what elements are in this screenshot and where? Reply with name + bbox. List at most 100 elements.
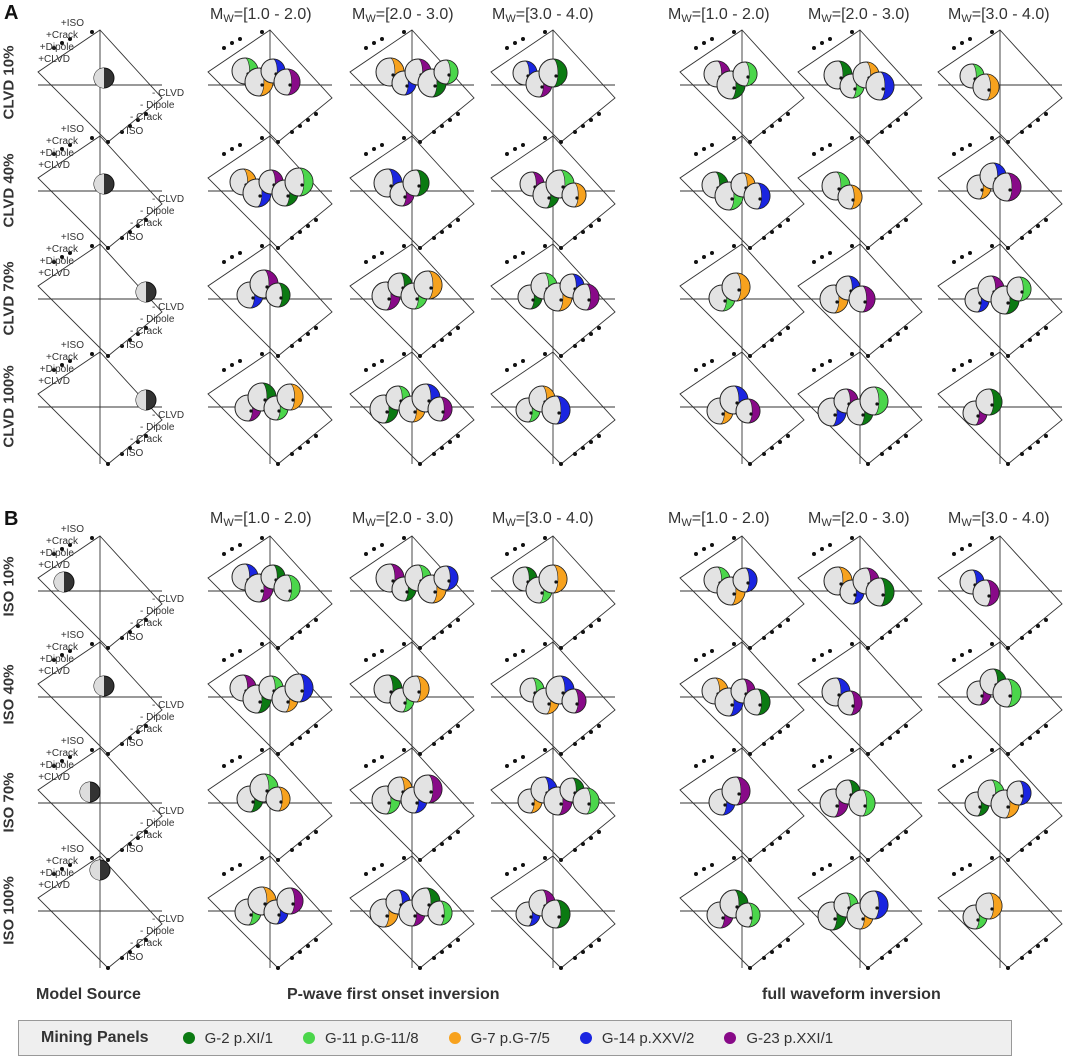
model-axis-label: +ISO [61,124,84,135]
reference-point [694,872,698,876]
reference-point [52,152,56,156]
reference-point [952,872,956,876]
reference-point [306,836,310,840]
reference-point [573,636,577,640]
reference-point [60,363,64,367]
reference-point [230,147,234,151]
reference-point [1044,112,1048,116]
reference-point [380,755,384,759]
reference-point [952,368,956,372]
reference-point [880,742,884,746]
reference-point [820,147,824,151]
legend-dot-icon [182,1032,195,1044]
reference-point [290,742,294,746]
reference-point [1020,130,1024,134]
col-header-mw-1: MW=[1.0 - 2.0) [210,6,312,25]
reference-point [904,434,908,438]
col-header-mw-2: MW=[2.0 - 3.0) [352,510,454,529]
model-axis-label: +Dipole [40,364,75,375]
beachball-lobe [439,900,453,926]
reference-point [52,872,56,876]
model-axis-label: - CLVD [152,88,184,99]
beachball-pole [286,194,290,198]
reference-point [880,956,884,960]
reference-point [990,642,994,646]
reference-point [372,41,376,45]
model-axis-label: - ISO [120,126,144,137]
beachball-pole [976,414,980,418]
reference-point [380,359,384,363]
reference-point [120,344,124,348]
col-header-mw-5: MW=[2.0 - 3.0) [808,510,910,529]
beachball-pole [385,914,389,918]
reference-point [521,359,525,363]
beachball-pole [881,87,885,91]
legend-dot-icon [448,1032,461,1044]
beachball-pole [835,804,839,808]
reference-point [589,624,593,628]
reference-point [364,552,368,556]
reference-point [90,536,94,540]
reference-point [144,724,148,728]
model-axis-label: +Dipole [40,42,75,53]
reference-point [521,543,525,547]
reference-point [702,255,706,259]
reference-point [559,858,563,862]
reference-point [543,244,547,248]
model-axis-label: - ISO [120,632,144,643]
model-axis-label: - Crack [130,112,163,123]
reference-point [505,260,509,264]
reference-point [230,653,234,657]
reference-point [276,462,280,466]
reference-point [828,37,832,41]
model-axis-label: - Dipole [140,100,175,111]
reference-point [597,434,601,438]
reference-point [314,434,318,438]
reference-point [866,354,870,358]
model-axis-label: +Crack [46,244,79,255]
reference-point [432,848,436,852]
reference-point [866,140,870,144]
legend-item-g14: G-14 p.XXV/2 [579,1030,694,1047]
reference-point [402,856,406,860]
beachball-pole [587,802,591,806]
reference-point [748,966,752,970]
beachball-lobe [277,282,291,308]
model-source-lobe [94,174,104,194]
reference-point [402,136,406,140]
reference-point [106,752,110,756]
reference-point [1006,752,1010,756]
reference-point [710,863,714,867]
reference-point [68,863,72,867]
reference-point [762,742,766,746]
reference-point [778,624,782,628]
reference-point [1006,354,1010,358]
reference-point [1044,724,1048,728]
reference-point [1044,618,1048,622]
reference-point [68,755,72,759]
reference-point [812,658,816,662]
reference-point [581,842,585,846]
reference-point [702,547,706,551]
reference-point [440,124,444,128]
beachball-pole [531,298,535,302]
beachball-pole [1020,290,1024,294]
reference-point [106,462,110,466]
beachball-lobe [849,184,863,210]
reference-point [222,368,226,372]
reference-point [589,440,593,444]
beachball-lobe [415,675,430,703]
reference-point [888,842,892,846]
reference-point [589,332,593,336]
reference-point [276,646,280,650]
reference-point [866,752,870,756]
reference-point [52,368,56,372]
reference-point [52,552,56,556]
reference-point [1044,326,1048,330]
beachball-lobe [552,564,568,594]
reference-point [521,863,525,867]
beachball-lobe [988,388,1003,416]
beachball-pole [1006,805,1010,809]
reference-point [222,152,226,156]
reference-point [1036,944,1040,948]
